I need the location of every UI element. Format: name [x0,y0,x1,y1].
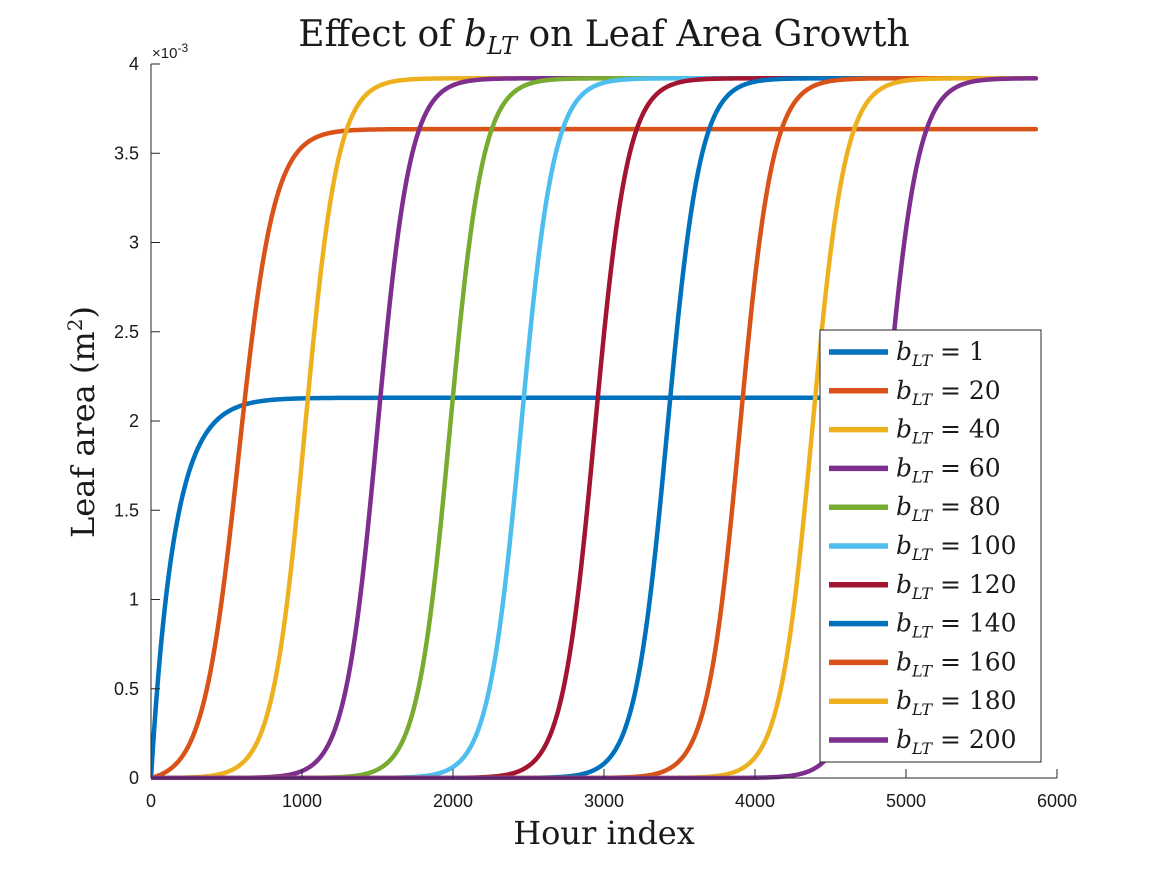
legend-symbol-sub: LT [911,545,933,564]
legend-symbol: b [896,531,912,560]
legend-symbol-sub: LT [911,584,933,603]
legend-symbol: b [896,570,912,599]
legend-symbol-sub: LT [911,739,933,758]
chart-title-var-sub: LT [486,32,519,60]
y-axis-label-sup: 2 [63,319,87,332]
legend-label: bLT = 100 [896,531,1017,564]
legend-series-name: = 60 [932,453,1001,482]
y-tick-label: 4 [129,54,139,74]
x-tick-label: 3000 [584,791,624,811]
legend-item-blt-180: bLT = 180 [829,686,1017,719]
legend-symbol: b [896,725,912,754]
series-line-blt-20 [151,126,1039,780]
x-tick-label: 0 [146,791,156,811]
legend-symbol-sub: LT [911,390,933,409]
x-axis-label: Hour index [513,814,695,852]
legend-symbol-sub: LT [911,467,933,486]
legend-item-blt-140: bLT = 140 [829,609,1017,642]
y-exponent-label: ×10-3 [152,41,188,62]
legend-item-blt-120: bLT = 120 [829,570,1017,603]
y-tick-label: 1 [129,590,139,610]
legend-series-name: = 100 [932,531,1017,560]
legend-series-name: = 40 [932,415,1001,444]
y-tick-label: 1.5 [114,500,139,520]
y-tick-label: 3 [129,233,139,253]
y-tick-label: 2.5 [114,322,139,342]
legend-item-blt-20: bLT = 20 [829,376,1001,409]
legend-item-blt-40: bLT = 40 [829,415,1001,448]
legend-series-name: = 180 [932,686,1017,715]
legend-label: bLT = 80 [896,492,1001,525]
y-tick-label: 3.5 [114,143,139,163]
y-tick-label: 2 [129,411,139,431]
chart-title-suffix: on Leaf Area Growth [517,14,910,55]
legend-series-name: = 200 [932,725,1017,754]
legend-item-blt-160: bLT = 160 [829,647,1017,680]
legend-label: bLT = 160 [896,647,1017,680]
y-tick-labels: 0 0.5 1 1.5 2 2.5 3 3.5 4 [114,54,139,788]
legend-series-name: = 160 [932,647,1017,676]
y-axis-label-close: ) [64,306,102,318]
legend-series-name: = 80 [932,492,1001,521]
legend-label: bLT = 60 [896,453,1001,486]
legend-label: bLT = 180 [896,686,1017,719]
legend-label: bLT = 140 [896,609,1017,642]
legend-series-name: = 1 [932,337,985,366]
legend-label: bLT = 20 [896,376,1001,409]
x-tick-labels: 0 1000 2000 3000 4000 5000 6000 [146,791,1077,811]
y-axis-label-main: Leaf area (m [64,331,102,538]
legend-symbol-sub: LT [911,623,933,642]
y-exponent-base: ×10 [152,45,177,62]
legend-symbol: b [896,609,912,638]
legend-series-name: = 140 [932,609,1017,638]
legend-symbol: b [896,686,912,715]
legend-symbol: b [896,453,912,482]
chart-title: Effect of bLT on Leaf Area Growth [298,14,909,60]
legend-symbol-sub: LT [911,700,933,719]
y-axis-label: Leaf area (m2) [63,306,102,538]
legend-symbol: b [896,492,912,521]
legend-symbol-sub: LT [911,506,933,525]
legend-label: bLT = 40 [896,415,1001,448]
legend-symbol: b [896,415,912,444]
y-tick-label: 0 [129,768,139,788]
x-tick-label: 2000 [433,791,473,811]
legend-label: bLT = 1 [896,337,985,370]
axes [150,63,1058,779]
legend-series-name: = 120 [932,570,1017,599]
x-tick-label: 4000 [735,791,775,811]
x-tick-label: 5000 [886,791,926,811]
legend-item-blt-100: bLT = 100 [829,531,1017,564]
x-tick-label: 1000 [282,791,322,811]
y-tick-label: 0.5 [114,679,139,699]
chart-title-var: b [464,14,487,55]
legend-symbol-sub: LT [911,661,933,680]
legend-label: bLT = 120 [896,570,1017,603]
legend-series-name: = 20 [932,376,1001,405]
chart-title-prefix: Effect of [298,14,464,55]
legend-symbol: b [896,376,912,405]
legend-item-blt-60: bLT = 60 [829,453,1001,486]
legend-symbol-sub: LT [911,429,933,448]
legend-symbol: b [896,647,912,676]
legend-item-blt-200: bLT = 200 [829,725,1017,758]
x-tick-label: 6000 [1037,791,1077,811]
legend-label: bLT = 200 [896,725,1017,758]
legend-item-blt-80: bLT = 80 [829,492,1001,525]
y-exponent-power: -3 [177,41,188,55]
legend-item-blt-1: bLT = 1 [829,337,985,370]
legend-symbol: b [896,337,912,366]
legend-symbol-sub: LT [911,351,933,370]
